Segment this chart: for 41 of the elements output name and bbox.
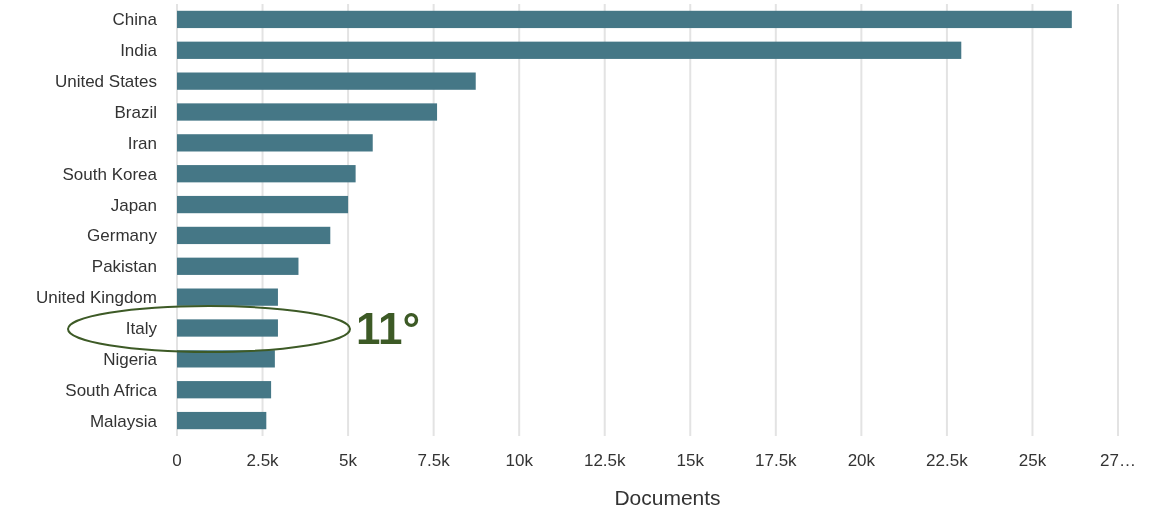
bar: [177, 41, 962, 59]
y-tick-label: Malaysia: [89, 411, 158, 431]
bar: [177, 103, 438, 121]
x-tick-label: 17.5k: [755, 451, 798, 470]
x-tick-label: 20k: [847, 451, 876, 470]
y-tick-label: Brazil: [114, 102, 157, 122]
x-tick-label: 27…: [1100, 451, 1136, 470]
bar: [177, 257, 299, 275]
y-tick-label: United Kingdom: [36, 288, 157, 308]
bar: [177, 134, 373, 152]
x-tick-label: 22.5k: [926, 451, 969, 470]
x-tick-label: 10k: [505, 451, 534, 470]
y-tick-label: South Korea: [62, 164, 158, 184]
y-tick-label: Japan: [110, 195, 157, 215]
x-tick-label: 5k: [339, 451, 358, 470]
x-axis-title: Documents: [614, 486, 721, 509]
y-tick-label: Pakistan: [91, 257, 157, 277]
x-tick-label: 2.5k: [246, 451, 280, 470]
y-tick-label: South Africa: [65, 380, 158, 400]
x-tick-label: 25k: [1018, 451, 1047, 470]
y-tick-label: Nigeria: [103, 349, 158, 369]
bar: [177, 72, 476, 90]
bar: [177, 319, 278, 337]
x-tick-label: 0: [172, 451, 182, 470]
y-tick-label: United States: [54, 72, 157, 92]
bar: [177, 381, 272, 399]
y-tick-label: India: [120, 41, 158, 61]
bar: [177, 226, 331, 245]
x-tick-label: 12.5k: [583, 451, 627, 470]
bar: [177, 10, 1072, 29]
y-tick-label: Italy: [125, 318, 158, 338]
y-tick-label: Germany: [87, 226, 158, 246]
annotation: 11°: [356, 304, 421, 353]
y-tick-label: China: [112, 10, 158, 30]
bar: [177, 165, 356, 183]
y-tick-label: Iran: [127, 133, 157, 153]
bar: [177, 411, 267, 430]
x-tick-label: 15k: [676, 451, 705, 470]
bar: [177, 288, 278, 306]
bar: [177, 195, 349, 214]
x-tick-label: 7.5k: [417, 451, 451, 470]
